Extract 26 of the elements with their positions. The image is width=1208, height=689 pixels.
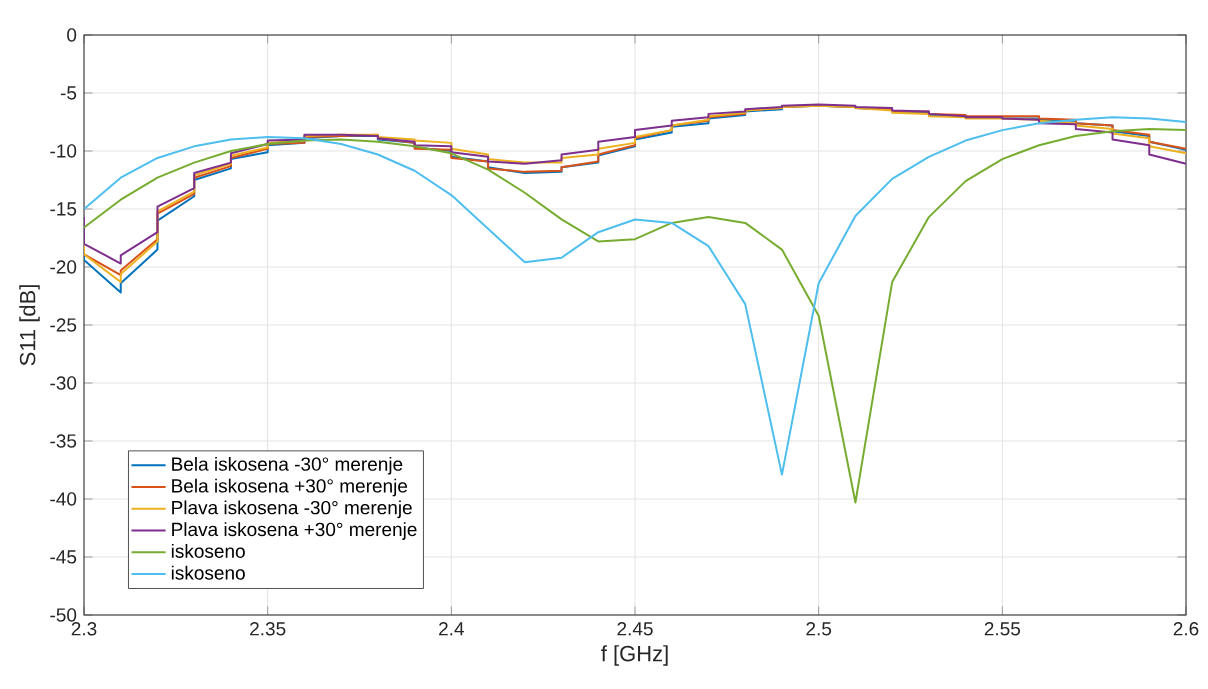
y-axis-title: S11 [dB] [19, 285, 40, 366]
x-tick-label: 2.55 [984, 622, 1021, 636]
legend-label: iskoseno [171, 565, 245, 580]
x-tick-label: 2.3 [71, 622, 97, 636]
y-tick-label: -5 [60, 86, 77, 100]
y-tick-label: -20 [50, 260, 77, 274]
y-tick-label: -10 [50, 144, 77, 158]
y-tick-label: -25 [50, 318, 77, 332]
y-tick-label: -35 [50, 434, 77, 448]
y-tick-label: 0 [67, 28, 77, 42]
y-tick-label: -40 [50, 492, 77, 506]
y-tick-label: -50 [50, 608, 77, 622]
x-tick-label: 2.6 [1173, 622, 1199, 636]
x-axis-title: f [GHz] [601, 645, 668, 666]
x-tick-label: 2.4 [439, 622, 464, 636]
y-tick-label: -15 [50, 202, 77, 216]
x-tick-label: 2.35 [250, 622, 286, 636]
x-tick-label: 2.5 [806, 622, 832, 636]
legend-label: Plava iskosena -30° merenje [172, 500, 412, 519]
legend-label: iskoseno [171, 543, 245, 558]
legend-label: Bela iskosena -30° merenje [172, 456, 403, 475]
y-tick-label: -45 [50, 550, 77, 564]
y-tick-label: -30 [50, 376, 77, 390]
x-tick-label: 2.45 [617, 622, 653, 636]
legend-label: Bela iskosena +30° merenje [172, 478, 408, 497]
legend-label: Plava iskosena +30° merenje [172, 522, 417, 540]
